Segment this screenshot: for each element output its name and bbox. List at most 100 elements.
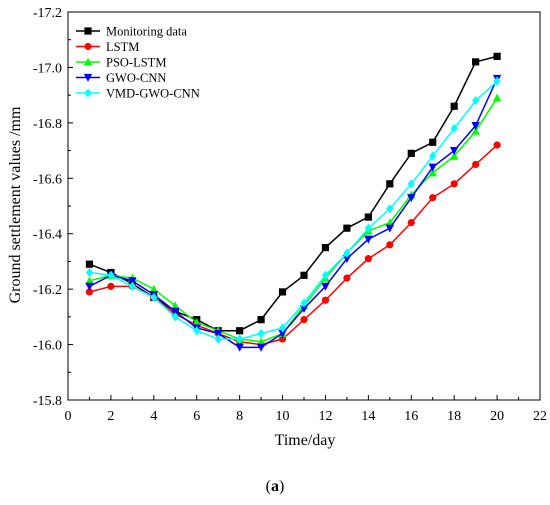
data-point [364, 235, 373, 244]
data-point [256, 343, 266, 352]
data-point [429, 194, 437, 202]
series-lstm [85, 141, 501, 349]
series-line [89, 78, 498, 349]
data-point [107, 282, 115, 290]
data-point [472, 96, 480, 106]
data-point [128, 277, 137, 286]
data-point [450, 123, 458, 133]
y-tick-label: -16.8 [33, 117, 62, 132]
legend-label: PSO-LSTM [106, 56, 166, 70]
figure-caption: (a) [265, 478, 285, 495]
y-tick-label: -17.2 [33, 6, 62, 21]
legend-item: Monitoring data [76, 25, 187, 39]
legend-marker [83, 57, 93, 66]
data-point [321, 296, 330, 304]
legend-marker [84, 42, 92, 51]
data-point [321, 270, 330, 280]
x-tick-label: 4 [150, 409, 157, 424]
data-point [107, 270, 115, 280]
data-point [278, 335, 287, 343]
data-point [449, 151, 459, 160]
x-tick-label: 0 [65, 409, 72, 424]
data-point [85, 282, 94, 291]
legend-marker [83, 73, 93, 82]
legend-label: LSTM [106, 40, 139, 54]
legend-item: VMD-GWO-CNN [76, 87, 200, 101]
data-point [492, 93, 502, 102]
data-point [364, 213, 372, 221]
data-point [213, 329, 223, 338]
data-point [85, 288, 94, 296]
y-tick-label: -17.0 [33, 61, 62, 76]
data-point [364, 223, 372, 233]
data-point [407, 219, 415, 227]
y-tick-label: -16.4 [33, 228, 62, 243]
data-point [171, 312, 179, 322]
data-point [386, 241, 394, 249]
series-line [89, 97, 498, 343]
data-point [236, 334, 244, 344]
data-point [149, 284, 159, 293]
data-point [278, 288, 287, 296]
legend-item: LSTM [76, 40, 139, 54]
line-chart: 0 2 4 6 8 10 12 14 16 18 20 22 -15.8 -16.0 -16.2 -16.4 -… [7, 6, 547, 449]
data-point [407, 194, 416, 203]
data-point [85, 267, 94, 278]
x-tick-label: 10 [276, 409, 290, 424]
data-point [472, 160, 480, 169]
legend-label: GWO-CNN [106, 71, 166, 85]
data-point [385, 224, 395, 233]
y-axis-label: Ground settlement values /mm [7, 106, 24, 303]
data-point [256, 337, 266, 346]
legend-label: VMD-GWO-CNN [106, 87, 200, 101]
data-point [450, 180, 458, 188]
data-point [428, 168, 437, 177]
series-layer [85, 52, 502, 352]
y-tick-label: -16.0 [33, 339, 62, 354]
data-point [343, 248, 351, 258]
data-point [386, 204, 394, 214]
x-axis-label: Time/day [275, 432, 336, 449]
data-point [493, 141, 501, 149]
data-point [343, 274, 351, 282]
y-tick-label: -16.2 [33, 283, 62, 298]
data-point [449, 146, 459, 155]
legend-item: PSO-LSTM [76, 56, 166, 70]
data-point [299, 304, 309, 313]
data-point [493, 52, 501, 60]
data-point [300, 298, 308, 308]
data-point [300, 271, 308, 279]
data-point [235, 343, 244, 352]
data-point [214, 334, 222, 344]
data-point [128, 281, 136, 291]
series-line [89, 80, 498, 340]
data-point [493, 76, 501, 86]
x-tick-label: 14 [361, 409, 375, 424]
series-vmd-gwo-cnn [85, 76, 501, 344]
legend-marker [84, 88, 92, 98]
data-point [278, 329, 287, 338]
x-tick-label: 20 [490, 409, 504, 424]
data-point [171, 307, 180, 316]
data-point [257, 316, 265, 324]
data-point [321, 243, 330, 252]
data-point [300, 316, 308, 324]
x-tick-label: 8 [236, 409, 243, 424]
legend-marker [84, 27, 92, 35]
data-point [429, 138, 437, 146]
x-tick-label: 12 [318, 409, 332, 424]
data-point [150, 292, 158, 303]
legend-item: GWO-CNN [76, 71, 166, 85]
data-point [278, 323, 287, 333]
data-point [342, 255, 352, 264]
data-point [450, 102, 458, 110]
data-point [428, 163, 437, 172]
y-tick-label: -15.8 [33, 394, 62, 409]
data-point [471, 122, 480, 131]
series-gwo-cnn [85, 74, 502, 352]
caption-label: a [271, 478, 279, 495]
x-tick-label: 16 [404, 409, 418, 424]
data-point [364, 255, 372, 263]
data-point [171, 301, 180, 310]
data-point [471, 126, 480, 135]
